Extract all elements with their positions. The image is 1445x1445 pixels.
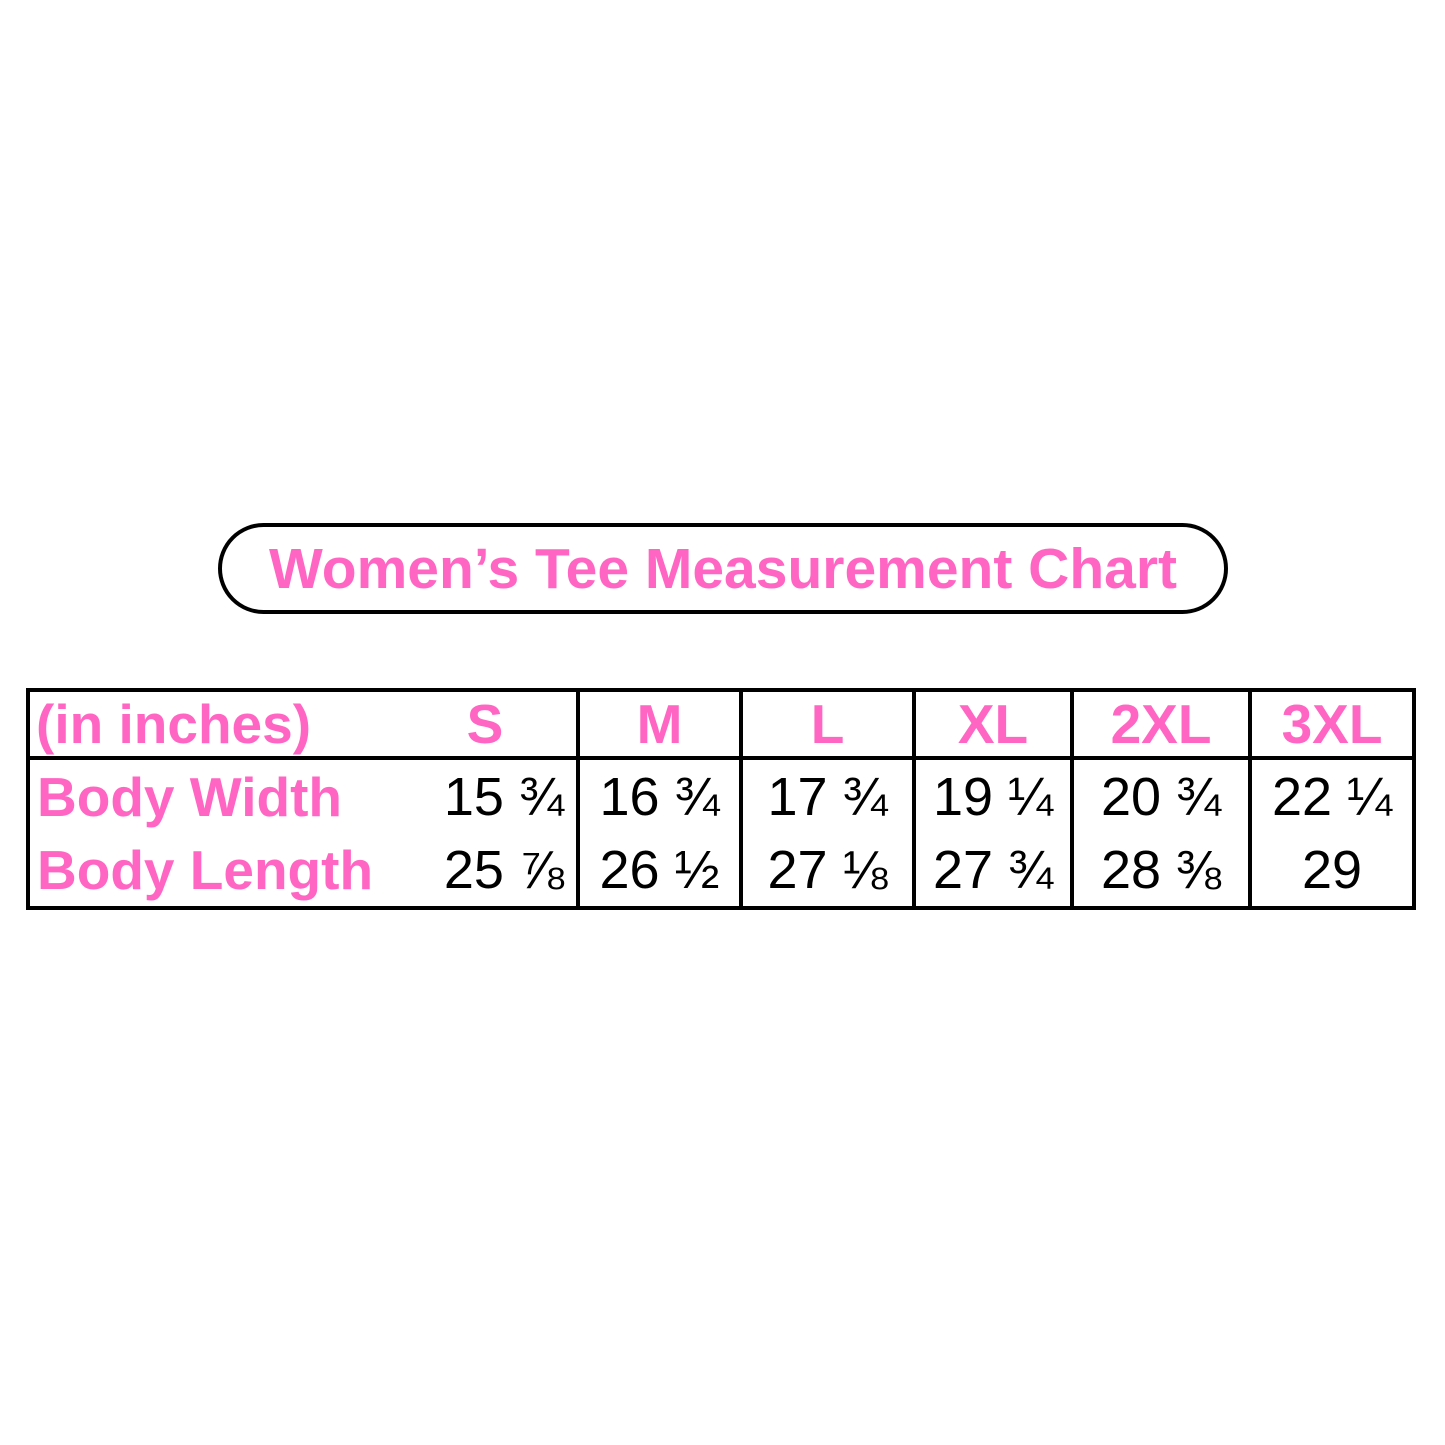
value-body-width-2xl: 20 ¾: [1070, 758, 1250, 833]
value-body-width-l: 17 ¾: [739, 758, 914, 833]
value-body-width-m: 16 ¾: [576, 758, 741, 833]
value-body-length-s: 25 ⅞: [443, 839, 564, 900]
table-header-row: (in inches) S M L XL 2XL 3XL: [28, 690, 1414, 760]
table-row-body-width: Body Width 15 ¾ 16 ¾ 17 ¾ 19 ¼ 20 ¾ 22 ¼: [28, 758, 1414, 833]
column-header-3xl: 3XL: [1248, 690, 1414, 760]
page-title: Women’s Tee Measurement Chart: [268, 536, 1178, 601]
column-header-l: L: [739, 690, 914, 760]
column-header-xl: XL: [912, 690, 1072, 760]
value-body-length-2xl: 28 ⅜: [1070, 833, 1250, 908]
table-row-body-length: Body Length 25 ⅞ 26 ½ 27 ⅛ 27 ¾ 28 ⅜ 29: [28, 833, 1414, 908]
column-header-2xl: 2XL: [1070, 690, 1250, 760]
row-label-body-length: Body Length: [37, 838, 374, 901]
column-header-m: M: [576, 690, 741, 760]
measurement-table: (in inches) S M L XL 2XL 3XL Body Width …: [26, 688, 1416, 910]
value-body-width-3xl: 22 ¼: [1248, 758, 1414, 833]
value-body-length-xl: 27 ¾: [912, 833, 1072, 908]
unit-label: (in inches): [28, 690, 394, 760]
value-body-width-s: 15 ¾: [443, 766, 564, 827]
value-body-length-m: 26 ½: [576, 833, 741, 908]
value-body-length-3xl: 29: [1248, 833, 1414, 908]
row-label-body-width: Body Width: [37, 765, 342, 828]
value-body-width-xl: 19 ¼: [912, 758, 1072, 833]
column-header-s: S: [394, 690, 578, 760]
title-pill: Women’s Tee Measurement Chart: [218, 523, 1228, 614]
value-body-length-l: 27 ⅛: [739, 833, 914, 908]
